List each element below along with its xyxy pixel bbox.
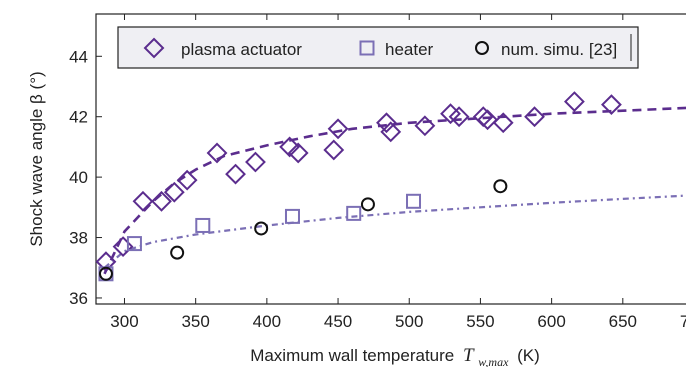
x-tick-label: 600 (537, 312, 565, 331)
x-tick-label: 550 (466, 312, 494, 331)
y-tick-label: 42 (69, 108, 88, 127)
y-tick-label: 36 (69, 289, 88, 308)
legend-label-num-simu: num. simu. [23] (501, 40, 617, 59)
y-tick-label: 40 (69, 168, 88, 187)
x-axis-title-unit: (K) (517, 346, 540, 365)
y-axis-title: Shock wave angle β (°) (27, 71, 46, 246)
x-axis-title: Maximum wall temperature T w,max (K) (250, 345, 540, 367)
legend: plasma actuator heater num. simu. [23] (118, 27, 638, 68)
x-tick-label: 450 (324, 312, 352, 331)
x-tick-label: 700 (680, 312, 686, 331)
x-axis-title-symbol: T (463, 345, 475, 366)
x-tick-label: 400 (253, 312, 281, 331)
legend-label-heater: heater (385, 40, 434, 59)
x-axis-title-subscript: w,max (478, 355, 509, 367)
x-tick-label: 300 (110, 312, 138, 331)
y-tick-label: 44 (69, 47, 88, 66)
x-axis-title-text: Maximum wall temperature (250, 346, 454, 365)
x-tick-label: 650 (609, 312, 637, 331)
x-tick-label: 350 (181, 312, 209, 331)
legend-label-plasma-actuator: plasma actuator (181, 40, 302, 59)
x-tick-label: 500 (395, 312, 423, 331)
y-tick-label: 38 (69, 229, 88, 248)
